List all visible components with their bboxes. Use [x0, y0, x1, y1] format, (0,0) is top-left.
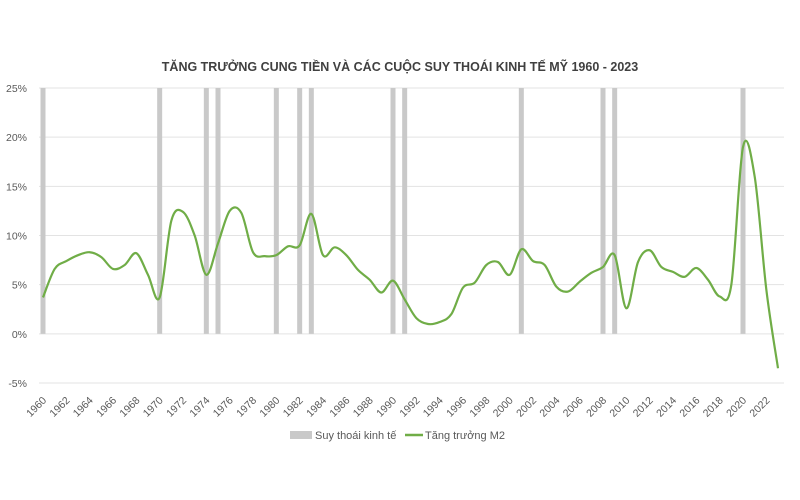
x-tick-label: 1986 [327, 395, 352, 420]
x-tick-label: 2014 [654, 395, 679, 420]
x-tick-label: 1984 [304, 395, 329, 420]
legend-label-m2: Tăng trưởng M2 [425, 430, 505, 442]
x-tick-label: 2016 [677, 395, 702, 420]
recession-bar [740, 88, 746, 334]
x-tick-label: 1966 [94, 395, 119, 420]
x-tick-label: 2006 [561, 395, 586, 420]
recession-bar [273, 88, 279, 334]
y-tick-label: -5% [8, 378, 27, 390]
recession-bar [40, 88, 46, 334]
x-tick-label: 1974 [187, 395, 212, 420]
recession-bar [215, 88, 221, 334]
x-tick-label: 2020 [724, 395, 749, 420]
x-tick-label: 1962 [47, 395, 72, 420]
y-tick-label: 25% [6, 83, 27, 95]
x-tick-label: 1988 [351, 395, 376, 420]
x-tick-label: 1972 [164, 395, 189, 420]
recession-bar [203, 88, 209, 334]
recession-bar [402, 88, 408, 334]
x-axis: 1960196219641966196819701972197419761978… [24, 395, 772, 420]
y-tick-label: 0% [12, 329, 27, 341]
recession-bars [40, 88, 746, 334]
x-tick-label: 2012 [631, 395, 656, 420]
x-tick-label: 2018 [701, 395, 726, 420]
x-tick-label: 1970 [141, 395, 166, 420]
x-tick-label: 1960 [24, 395, 49, 420]
x-tick-label: 2000 [491, 395, 516, 420]
legend: Suy thoái kinh tế Tăng trưởng M2 [290, 430, 505, 442]
legend-swatch-recession [290, 431, 312, 439]
x-tick-label: 1980 [257, 395, 282, 420]
x-tick-label: 1994 [421, 395, 446, 420]
recession-bar [390, 88, 396, 334]
y-tick-label: 15% [6, 181, 27, 193]
y-tick-label: 5% [12, 280, 27, 292]
x-tick-label: 1990 [374, 395, 399, 420]
x-tick-label: 2004 [537, 395, 562, 420]
x-tick-label: 1964 [71, 395, 96, 420]
x-tick-label: 1982 [281, 395, 306, 420]
recession-bar [518, 88, 524, 334]
x-tick-label: 1976 [211, 395, 236, 420]
recession-bar [612, 88, 618, 334]
x-tick-label: 2002 [514, 395, 539, 420]
chart-title: TĂNG TRƯỞNG CUNG TIỀN VÀ CÁC CUỘC SUY TH… [162, 59, 638, 74]
x-tick-label: 1996 [444, 395, 469, 420]
x-tick-label: 1978 [234, 395, 259, 420]
y-tick-label: 20% [6, 132, 27, 144]
x-tick-label: 1998 [467, 395, 492, 420]
recession-bar [308, 88, 314, 334]
x-tick-label: 2008 [584, 395, 609, 420]
gridlines [39, 87, 784, 384]
x-tick-label: 1992 [397, 395, 422, 420]
x-tick-label: 1968 [117, 395, 142, 420]
recession-bar [157, 88, 163, 334]
y-tick-label: 10% [6, 231, 27, 243]
y-axis: 25% 20% 15% 10% 5% 0% -5% [6, 83, 27, 390]
m2-line [41, 139, 780, 369]
x-tick-label: 2010 [607, 395, 632, 420]
m2-line-path [41, 139, 780, 369]
legend-label-recession: Suy thoái kinh tế [315, 430, 396, 442]
x-tick-label: 2022 [747, 395, 772, 420]
recession-bar [600, 88, 606, 334]
recession-bar [297, 88, 303, 334]
